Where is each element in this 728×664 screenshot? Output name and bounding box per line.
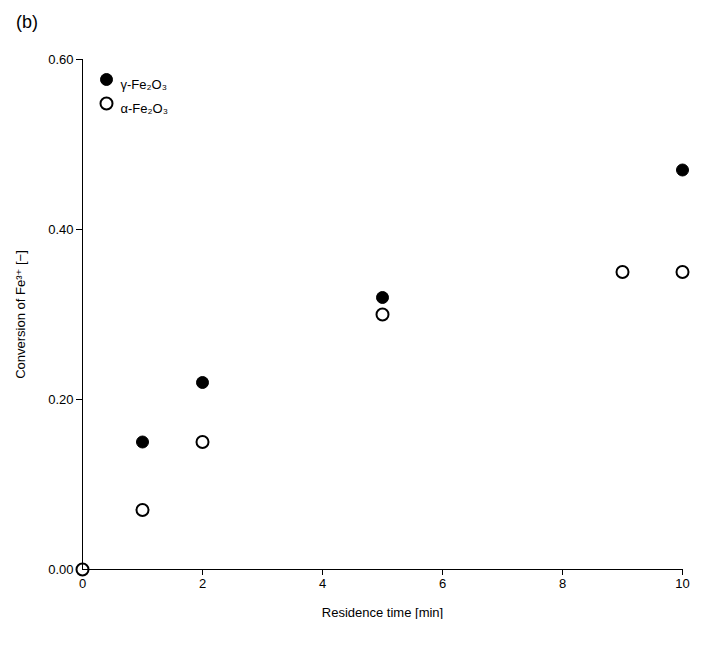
svg-text:0: 0 <box>79 576 86 591</box>
svg-text:0.00: 0.00 <box>48 562 73 577</box>
svg-text:γ-Fe₂O₃: γ-Fe₂O₃ <box>121 77 167 92</box>
svg-text:8: 8 <box>559 576 566 591</box>
svg-text:0.60: 0.60 <box>48 52 73 67</box>
svg-text:0.40: 0.40 <box>48 222 73 237</box>
svg-text:Conversion of Fe³⁺ [−]: Conversion of Fe³⁺ [−] <box>13 250 28 379</box>
svg-text:2: 2 <box>199 576 206 591</box>
svg-text:4: 4 <box>319 576 326 591</box>
svg-text:α-Fe₂O₃: α-Fe₂O₃ <box>121 101 168 116</box>
svg-text:10: 10 <box>675 576 689 591</box>
html-text:(b): (b) <box>16 12 38 32</box>
svg-text:Residence time [min]: Residence time [min] <box>322 605 443 620</box>
svg-text:0.20: 0.20 <box>48 392 73 407</box>
svg-text:6: 6 <box>439 576 446 591</box>
